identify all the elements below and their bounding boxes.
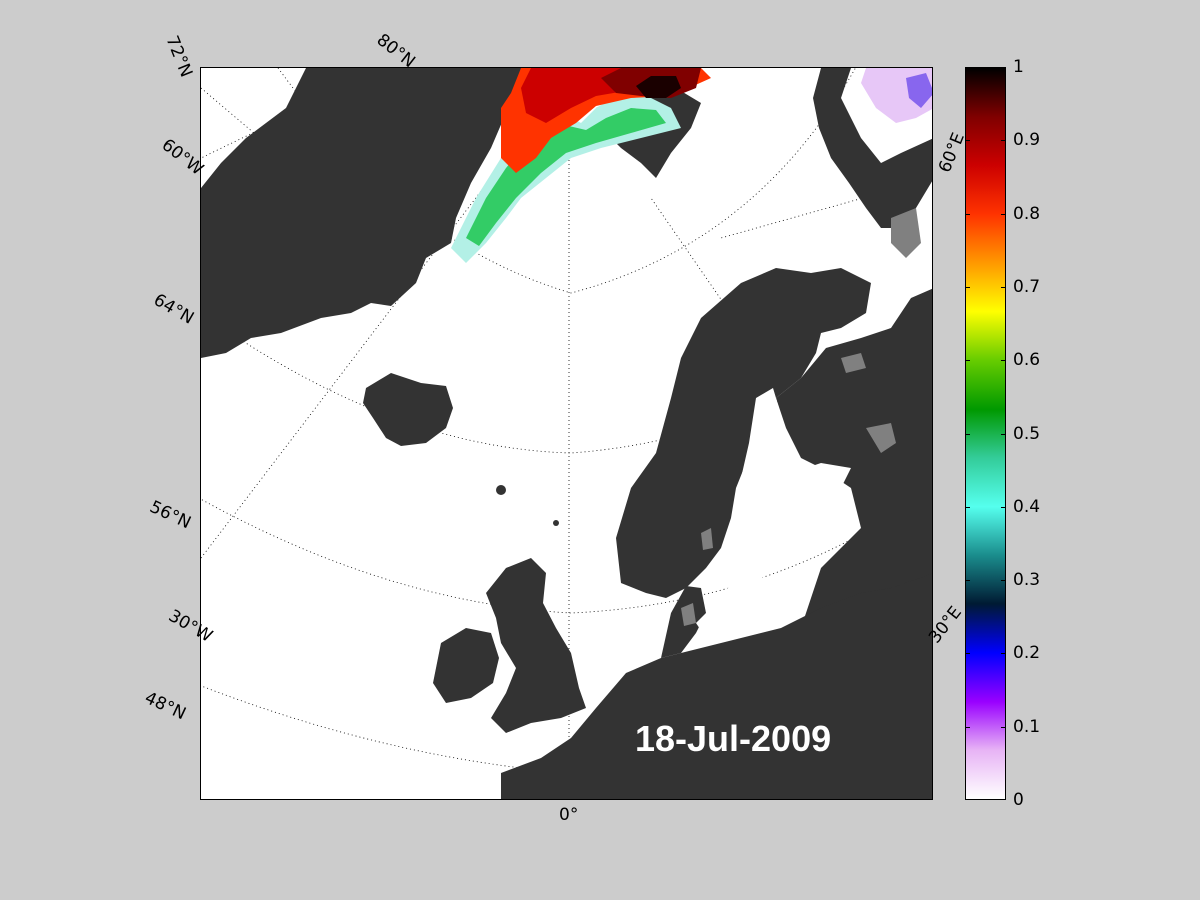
colorbar-tick-label: 0.5 [1013,423,1041,444]
colorbar-tick-label: 0.7 [1013,276,1041,297]
colorbar-tick-mark [1001,433,1006,435]
colorbar-tick-mark [1001,726,1006,728]
colorbar-tick-label: 0.2 [1013,643,1041,664]
sea-ice-concentration [451,68,932,263]
colorbar-tick-label: 0.8 [1013,203,1041,224]
latitude-label-56n: 56°N [146,497,194,534]
baltic-sea [696,388,851,638]
colorbar-tick-mark [965,213,970,215]
colorbar [965,67,1006,800]
sea-ice-map [200,67,933,800]
latitude-label-72n: 72°N [161,33,197,81]
iceland-landmass [363,373,453,446]
colorbar-tick-mark [1001,140,1006,142]
shetland-islands [553,520,559,526]
latitude-label-64n: 64°N [150,290,198,329]
colorbar-tick-mark [1001,506,1006,508]
map-canvas [201,68,932,799]
longitude-label-0: 0° [559,805,579,825]
continental-europe-landmass [501,573,932,799]
great-britain-landmass [486,558,586,733]
greenland-landmass [201,68,526,358]
colorbar-tick-mark [1001,286,1006,288]
ireland-landmass [433,628,499,703]
colorbar-tick-mark [965,653,970,655]
colorbar-tick-mark [1001,213,1006,215]
colorbar-tick-mark [965,286,970,288]
colorbar-tick-label: 0.3 [1013,570,1041,591]
latitude-label-80n: 80°N [372,30,419,73]
novaya-zemlya-landmass [813,68,932,228]
colorbar-tick-mark [1001,580,1006,582]
colorbar-tick-mark [965,433,970,435]
faroe-islands [496,485,506,495]
lakes [681,208,921,626]
latitude-label-48n: 48°N [141,688,189,725]
colorbar-tick-mark [965,140,970,142]
colorbar-tick-mark [965,360,970,362]
date-label: 18-Jul-2009 [635,718,832,759]
colorbar-tick-mark [1001,360,1006,362]
colorbar-tick-label: 0.9 [1013,130,1041,151]
scandinavia-landmass [616,268,871,598]
colorbar-tick-label: 0.4 [1013,496,1041,517]
colorbar-tick-label: 0 [1013,790,1024,810]
colorbar-tick-label: 1 [1013,57,1024,77]
colorbar-tick-mark [1001,653,1006,655]
colorbar-tick-label: 0.6 [1013,350,1041,371]
colorbar-tick-mark [965,506,970,508]
colorbar-tick-label: 0.1 [1013,716,1041,737]
colorbar-tick-mark [965,726,970,728]
longitude-label-60e: 60°E [935,130,969,176]
colorbar-tick-mark [965,580,970,582]
